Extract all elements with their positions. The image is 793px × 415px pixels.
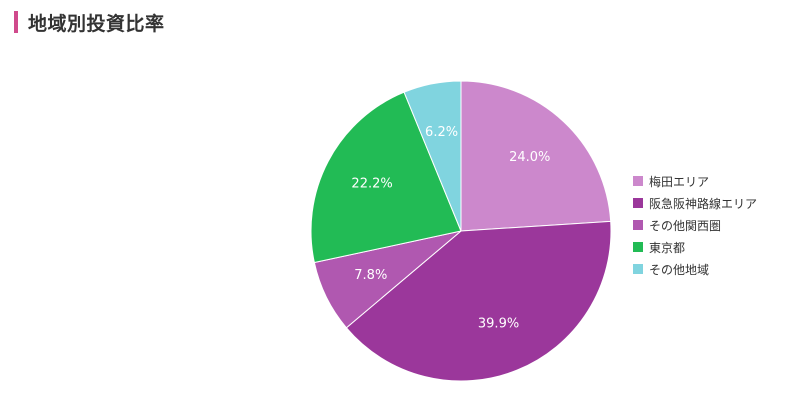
pie-slice-1[interactable] bbox=[345, 220, 612, 382]
title-accent-bar bbox=[14, 11, 18, 33]
chart-header: 地域別投資比率 bbox=[14, 8, 165, 36]
legend-item-3[interactable]: 東京都 bbox=[633, 236, 757, 258]
legend-item-4[interactable]: その他地域 bbox=[633, 258, 757, 280]
legend-label-3: 東京都 bbox=[649, 240, 686, 255]
legend-item-0[interactable]: 梅田エリア bbox=[633, 170, 757, 192]
legend-label-1: 阪急阪神路線エリア bbox=[649, 196, 758, 211]
legend-swatch-0 bbox=[633, 176, 643, 186]
legend-swatch-2 bbox=[633, 220, 643, 230]
legend-label-0: 梅田エリア bbox=[649, 174, 710, 189]
pie-slice-label-2: 7.8% bbox=[354, 268, 387, 283]
legend-label-4: その他地域 bbox=[649, 262, 710, 277]
legend-swatch-4 bbox=[633, 264, 643, 274]
pie-slice-4[interactable] bbox=[403, 80, 462, 232]
chart-legend: 梅田エリア阪急阪神路線エリア その他関西圏 東京都その他地域 bbox=[633, 170, 757, 280]
legend-swatch-1 bbox=[633, 198, 643, 208]
legend-item-2[interactable]: その他関西圏 bbox=[633, 214, 757, 236]
pie-slice-label-1: 39.9% bbox=[478, 317, 519, 332]
legend-item-1[interactable]: 阪急阪神路線エリア bbox=[633, 192, 757, 214]
legend-swatch-3 bbox=[633, 242, 643, 252]
legend-label-2: その他関西圏 bbox=[649, 218, 722, 233]
pie-slice-3[interactable] bbox=[310, 91, 462, 264]
pie-slice-label-4: 6.2% bbox=[425, 125, 458, 140]
pie-slice-label-3: 22.2% bbox=[351, 177, 392, 192]
pie-slice-label-0: 24.0% bbox=[509, 150, 550, 165]
chart-title: 地域別投資比率 bbox=[28, 12, 165, 35]
pie-slice-0[interactable] bbox=[460, 80, 612, 232]
